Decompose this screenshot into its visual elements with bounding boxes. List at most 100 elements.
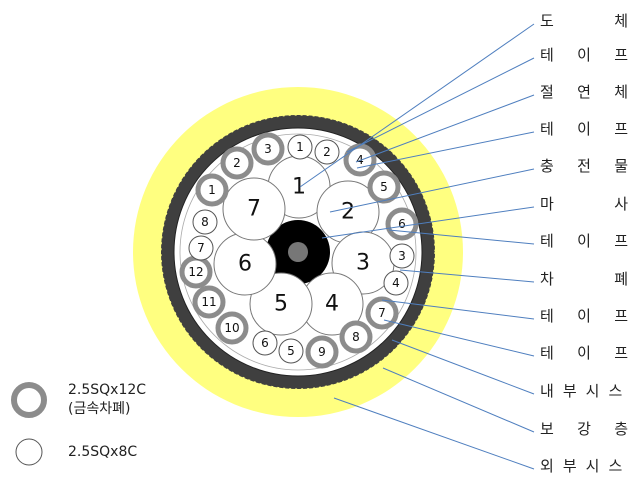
- layer-label-char: 시: [585, 382, 600, 400]
- plain-core-circle: [188, 235, 214, 261]
- layer-label-char: 이: [577, 344, 591, 362]
- layer-label-char: 체: [614, 12, 628, 30]
- layer-label-char: 시: [585, 457, 600, 475]
- shielded-core-10: 10: [215, 311, 249, 345]
- shielded-core-5: 5: [367, 170, 401, 204]
- shielded-core-label: 5: [380, 180, 388, 194]
- shielded-core-label: 1: [208, 183, 216, 197]
- plain-core-2: 2: [314, 139, 340, 165]
- binding-tape: [179, 133, 417, 371]
- layer-label-char: 절: [540, 83, 554, 101]
- plain-core-label: 7: [197, 241, 205, 255]
- leader-line-9: [381, 299, 535, 320]
- layer-label-char: 전: [577, 157, 591, 175]
- leader-line-3: [355, 94, 535, 163]
- layer-label-char: 부: [562, 457, 577, 475]
- plain-core-label: 5: [287, 344, 295, 358]
- shielded-core-circle: [365, 296, 399, 330]
- big-core-6: 6: [213, 232, 277, 296]
- big-core-label: 6: [238, 252, 252, 277]
- shielded-core-11: 11: [192, 285, 226, 319]
- plain-core-1: 1: [287, 134, 313, 160]
- layer-label-char: 도: [540, 12, 554, 30]
- leader-line-1: [299, 23, 535, 188]
- leader-line-2: [346, 57, 535, 153]
- layer-label-char: 충: [540, 157, 554, 175]
- layer-label-char: 마: [540, 195, 554, 213]
- plain-core-label: 6: [261, 336, 269, 350]
- legend-plain-text: 2.5SQx8C: [68, 444, 138, 460]
- layer-label-char: 보: [540, 420, 554, 438]
- plain-core-5: 5: [278, 338, 304, 364]
- layer-label-char: 이: [577, 307, 591, 325]
- layer-label-char: 외: [540, 457, 554, 475]
- layer-label-char: 테: [540, 120, 554, 138]
- big-core-7: 7: [222, 177, 286, 241]
- shielded-core-1: 1: [195, 173, 229, 207]
- big-core-label: 7: [247, 197, 261, 222]
- big-core-label: 4: [325, 292, 339, 317]
- shielded-core-label: 3: [264, 142, 272, 156]
- leader-line-12: [382, 367, 535, 433]
- shielded-core-9: 9: [305, 335, 339, 369]
- big-core-circle: [222, 177, 286, 241]
- legend-shielded-line2: (금속차폐): [68, 401, 131, 417]
- layer-label-char: 체: [614, 83, 628, 101]
- layer-label-char: 프: [614, 307, 628, 325]
- plain-core-label: 8: [201, 215, 209, 229]
- big-core-5: 5: [249, 272, 313, 336]
- leader-line-11: [391, 339, 535, 395]
- shielded-core-label: 7: [378, 306, 386, 320]
- center-strength-member: [288, 242, 308, 262]
- big-core-label: 3: [356, 251, 370, 276]
- big-core-label: 1: [292, 175, 306, 200]
- shielded-core-label: 9: [318, 345, 326, 359]
- shielded-core-circle: [305, 335, 339, 369]
- leader-line-5: [329, 168, 535, 213]
- layer-label-char: 이: [577, 232, 591, 250]
- shielded-core-circle: [215, 311, 249, 345]
- plain-core-label: 3: [398, 249, 406, 263]
- plain-core-label: 1: [296, 140, 304, 154]
- armor-texture: [160, 114, 436, 390]
- shielded-core-label: 12: [188, 265, 203, 279]
- plain-core-circle: [287, 134, 313, 160]
- layer-label-char: 강: [577, 420, 591, 438]
- leader-line-4: [356, 131, 535, 169]
- layer-label-char: 이: [577, 120, 591, 138]
- layer-label-char: 연: [577, 83, 591, 101]
- layer-label-char: 스: [608, 382, 623, 400]
- layer-label-char: 테: [540, 46, 554, 64]
- leader-line-13: [333, 397, 535, 470]
- shielded-core-label: 10: [224, 321, 239, 335]
- layer-label-char: 프: [614, 232, 628, 250]
- layer-label-char: 폐: [614, 270, 628, 288]
- layer-label-char: 테: [540, 232, 554, 250]
- legend-shielded-text: 2.5SQx12C (금속차폐): [68, 381, 146, 419]
- plain-core-label: 2: [323, 145, 331, 159]
- layer-label-char: 프: [614, 344, 628, 362]
- layer-label-char: 이: [577, 46, 591, 64]
- big-core-label: 2: [341, 200, 355, 225]
- plain-core-4: 4: [383, 270, 409, 296]
- layer-label-char: 차: [540, 270, 554, 288]
- plain-core-8: 8: [192, 209, 218, 235]
- shielded-core-circle: [220, 146, 254, 180]
- shielded-core-3: 3: [251, 132, 285, 166]
- layer-label-char: 프: [614, 120, 628, 138]
- shielded-core-circle: [195, 173, 229, 207]
- layer-label-char: 물: [614, 157, 628, 175]
- shielded-core-label: 6: [398, 217, 406, 231]
- plain-core-6: 6: [252, 330, 278, 356]
- plain-core-7: 7: [188, 235, 214, 261]
